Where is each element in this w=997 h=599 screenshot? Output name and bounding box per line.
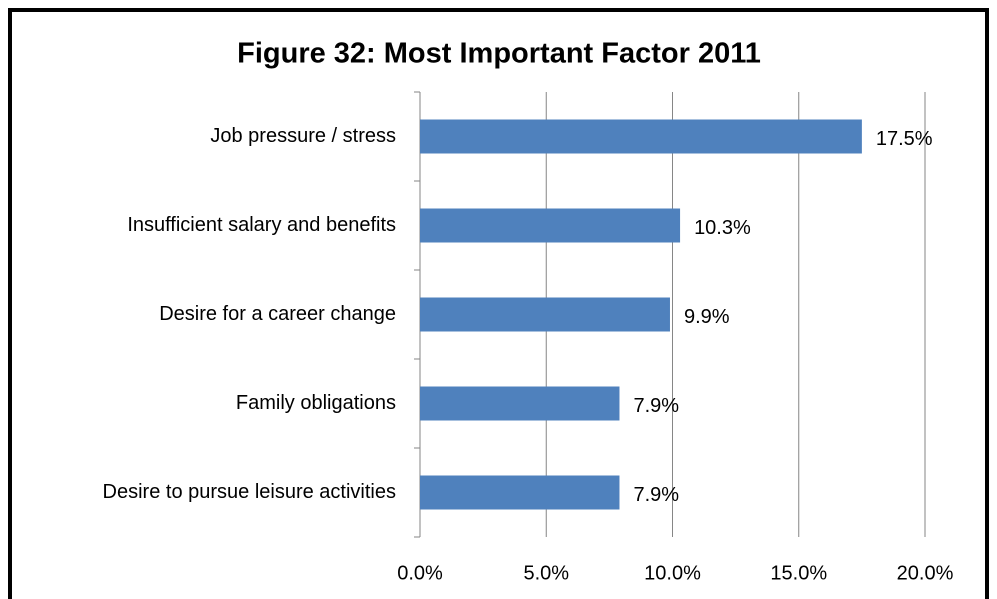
bar xyxy=(420,386,620,421)
x-tick-label: 20.0% xyxy=(897,562,954,584)
x-tick-label: 5.0% xyxy=(523,562,569,584)
data-label: 17.5% xyxy=(876,128,933,150)
y-tick-label: Family obligations xyxy=(236,392,396,414)
data-label: 9.9% xyxy=(684,306,730,328)
x-tick-label: 10.0% xyxy=(644,562,701,584)
x-tick-label: 15.0% xyxy=(770,562,827,584)
y-tick-label: Insufficient salary and benefits xyxy=(127,214,396,236)
data-label: 10.3% xyxy=(694,217,751,239)
y-tick-label: Job pressure / stress xyxy=(210,125,396,147)
y-tick-label: Desire for a career change xyxy=(159,303,396,325)
bar xyxy=(420,475,620,510)
bar xyxy=(420,119,862,154)
y-tick-label: Desire to pursue leisure activities xyxy=(103,481,396,503)
data-label: 7.9% xyxy=(633,395,679,417)
chart-title: Figure 32: Most Important Factor 2011 xyxy=(237,38,761,70)
data-label: 7.9% xyxy=(633,484,679,506)
bar xyxy=(420,208,681,243)
x-tick-label: 0.0% xyxy=(397,562,443,584)
bar xyxy=(420,297,670,332)
